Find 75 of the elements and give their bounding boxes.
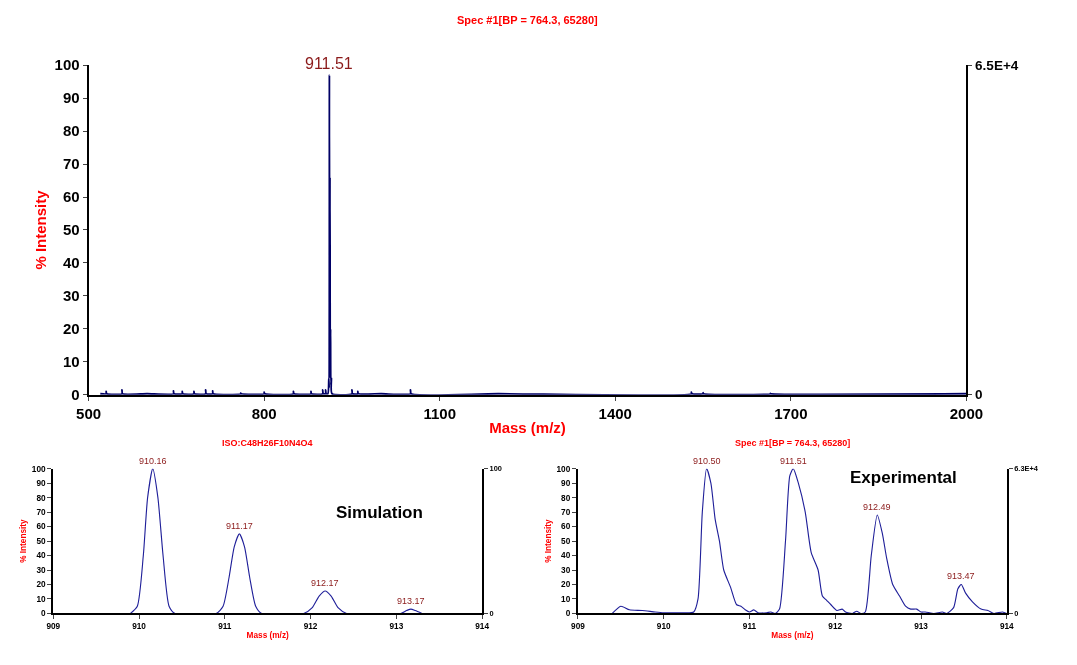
annotation: 911.51: [780, 456, 807, 466]
annotation: 913.17: [397, 596, 425, 606]
x-tick-label: 910: [132, 622, 147, 632]
annotation: 912.49: [863, 502, 891, 512]
y-tick-label: 40: [36, 551, 47, 561]
y-tick-label: 60: [561, 522, 571, 532]
annotation: 911.17: [226, 521, 253, 531]
y-tick-label: 20: [561, 580, 571, 590]
x-tick-label: 500: [76, 404, 102, 422]
y-tick-label: 10: [561, 594, 571, 604]
x-tick-label: 914: [999, 622, 1015, 632]
x-tick-label: 2000: [949, 404, 984, 422]
y-tick-label: 70: [62, 155, 80, 173]
y-tick-label: 80: [62, 122, 80, 140]
annotation: 913.47: [947, 571, 975, 581]
y-axis-title: % Intensity: [32, 189, 50, 270]
annotation: 912.17: [311, 578, 339, 588]
y-axis-title: % Intensity: [543, 518, 553, 563]
y-tick-label: 50: [561, 536, 571, 546]
x-tick-label: 912: [828, 622, 843, 632]
chart-title: Spec #1[BP = 764.3, 65280]: [735, 438, 851, 448]
x-axis-title: Mass (m/z): [246, 631, 290, 641]
x-tick-label: 910: [656, 622, 671, 632]
y-tick-label: 70: [561, 508, 571, 517]
y-tick-label: 90: [62, 89, 80, 107]
chart-title: ISO:C48H26F10N4O4: [222, 438, 313, 448]
y-tick-label: 40: [561, 551, 571, 561]
y-tick-label: 50: [62, 221, 80, 239]
x-tick-label: 909: [46, 622, 61, 632]
y-tick-label: 60: [62, 188, 80, 206]
y-tick-label: 10: [36, 594, 47, 604]
y-tick-label: 80: [561, 493, 571, 503]
y-tick-label: 40: [62, 254, 80, 272]
y-tick-label: 80: [36, 493, 47, 503]
y-tick-label: 30: [62, 287, 80, 305]
y-tick-label: 10: [62, 353, 80, 371]
y2-tick-label: 0: [975, 387, 983, 403]
y-tick-label: 90: [561, 479, 571, 489]
x-tick-label: 913: [389, 622, 404, 632]
annotation: Experimental: [850, 468, 957, 487]
annotation: Simulation: [336, 503, 423, 522]
x-tick-label: 1100: [423, 404, 456, 422]
y-tick-label: 100: [556, 464, 571, 474]
y2-tick-label: 6.5E+4: [975, 57, 1019, 73]
x-tick-label: 911: [742, 622, 757, 632]
x-axis-title: Mass (m/z): [771, 631, 814, 641]
x-axis-title: Mass (m/z): [489, 419, 566, 437]
y-tick-label: 50: [36, 536, 47, 546]
y-tick-label: 70: [36, 508, 47, 517]
x-tick-label: 913: [914, 622, 929, 632]
y-tick-label: 30: [561, 565, 571, 575]
y-tick-label: 20: [36, 580, 47, 590]
annotation: 911.51: [305, 55, 353, 72]
x-tick-label: 1400: [598, 404, 632, 422]
x-tick-label: 914: [475, 622, 490, 632]
y-tick-label: 100: [31, 464, 47, 474]
x-tick-label: 912: [303, 622, 318, 632]
chart-title: Spec #1[BP = 764.3, 65280]: [457, 14, 599, 26]
x-tick-label: 909: [571, 622, 586, 632]
x-tick-label: 911: [218, 622, 232, 632]
line-series: [129, 468, 423, 614]
x-tick-label: 1700: [774, 404, 808, 422]
y-tick-label: 90: [36, 479, 47, 489]
line-series: [611, 468, 1007, 614]
annotation: 910.50: [693, 456, 721, 466]
annotation: 910.16: [139, 456, 167, 466]
y-tick-label: 100: [54, 56, 80, 74]
y-axis-title: % Intensity: [18, 518, 28, 563]
y-tick-label: 30: [36, 565, 47, 575]
y-tick-label: 60: [36, 522, 47, 532]
y-tick-label: 0: [41, 609, 47, 619]
y-tick-label: 0: [565, 609, 571, 619]
y-tick-label: 20: [62, 320, 80, 338]
y-tick-label: 0: [71, 386, 80, 404]
x-tick-label: 800: [251, 404, 277, 422]
